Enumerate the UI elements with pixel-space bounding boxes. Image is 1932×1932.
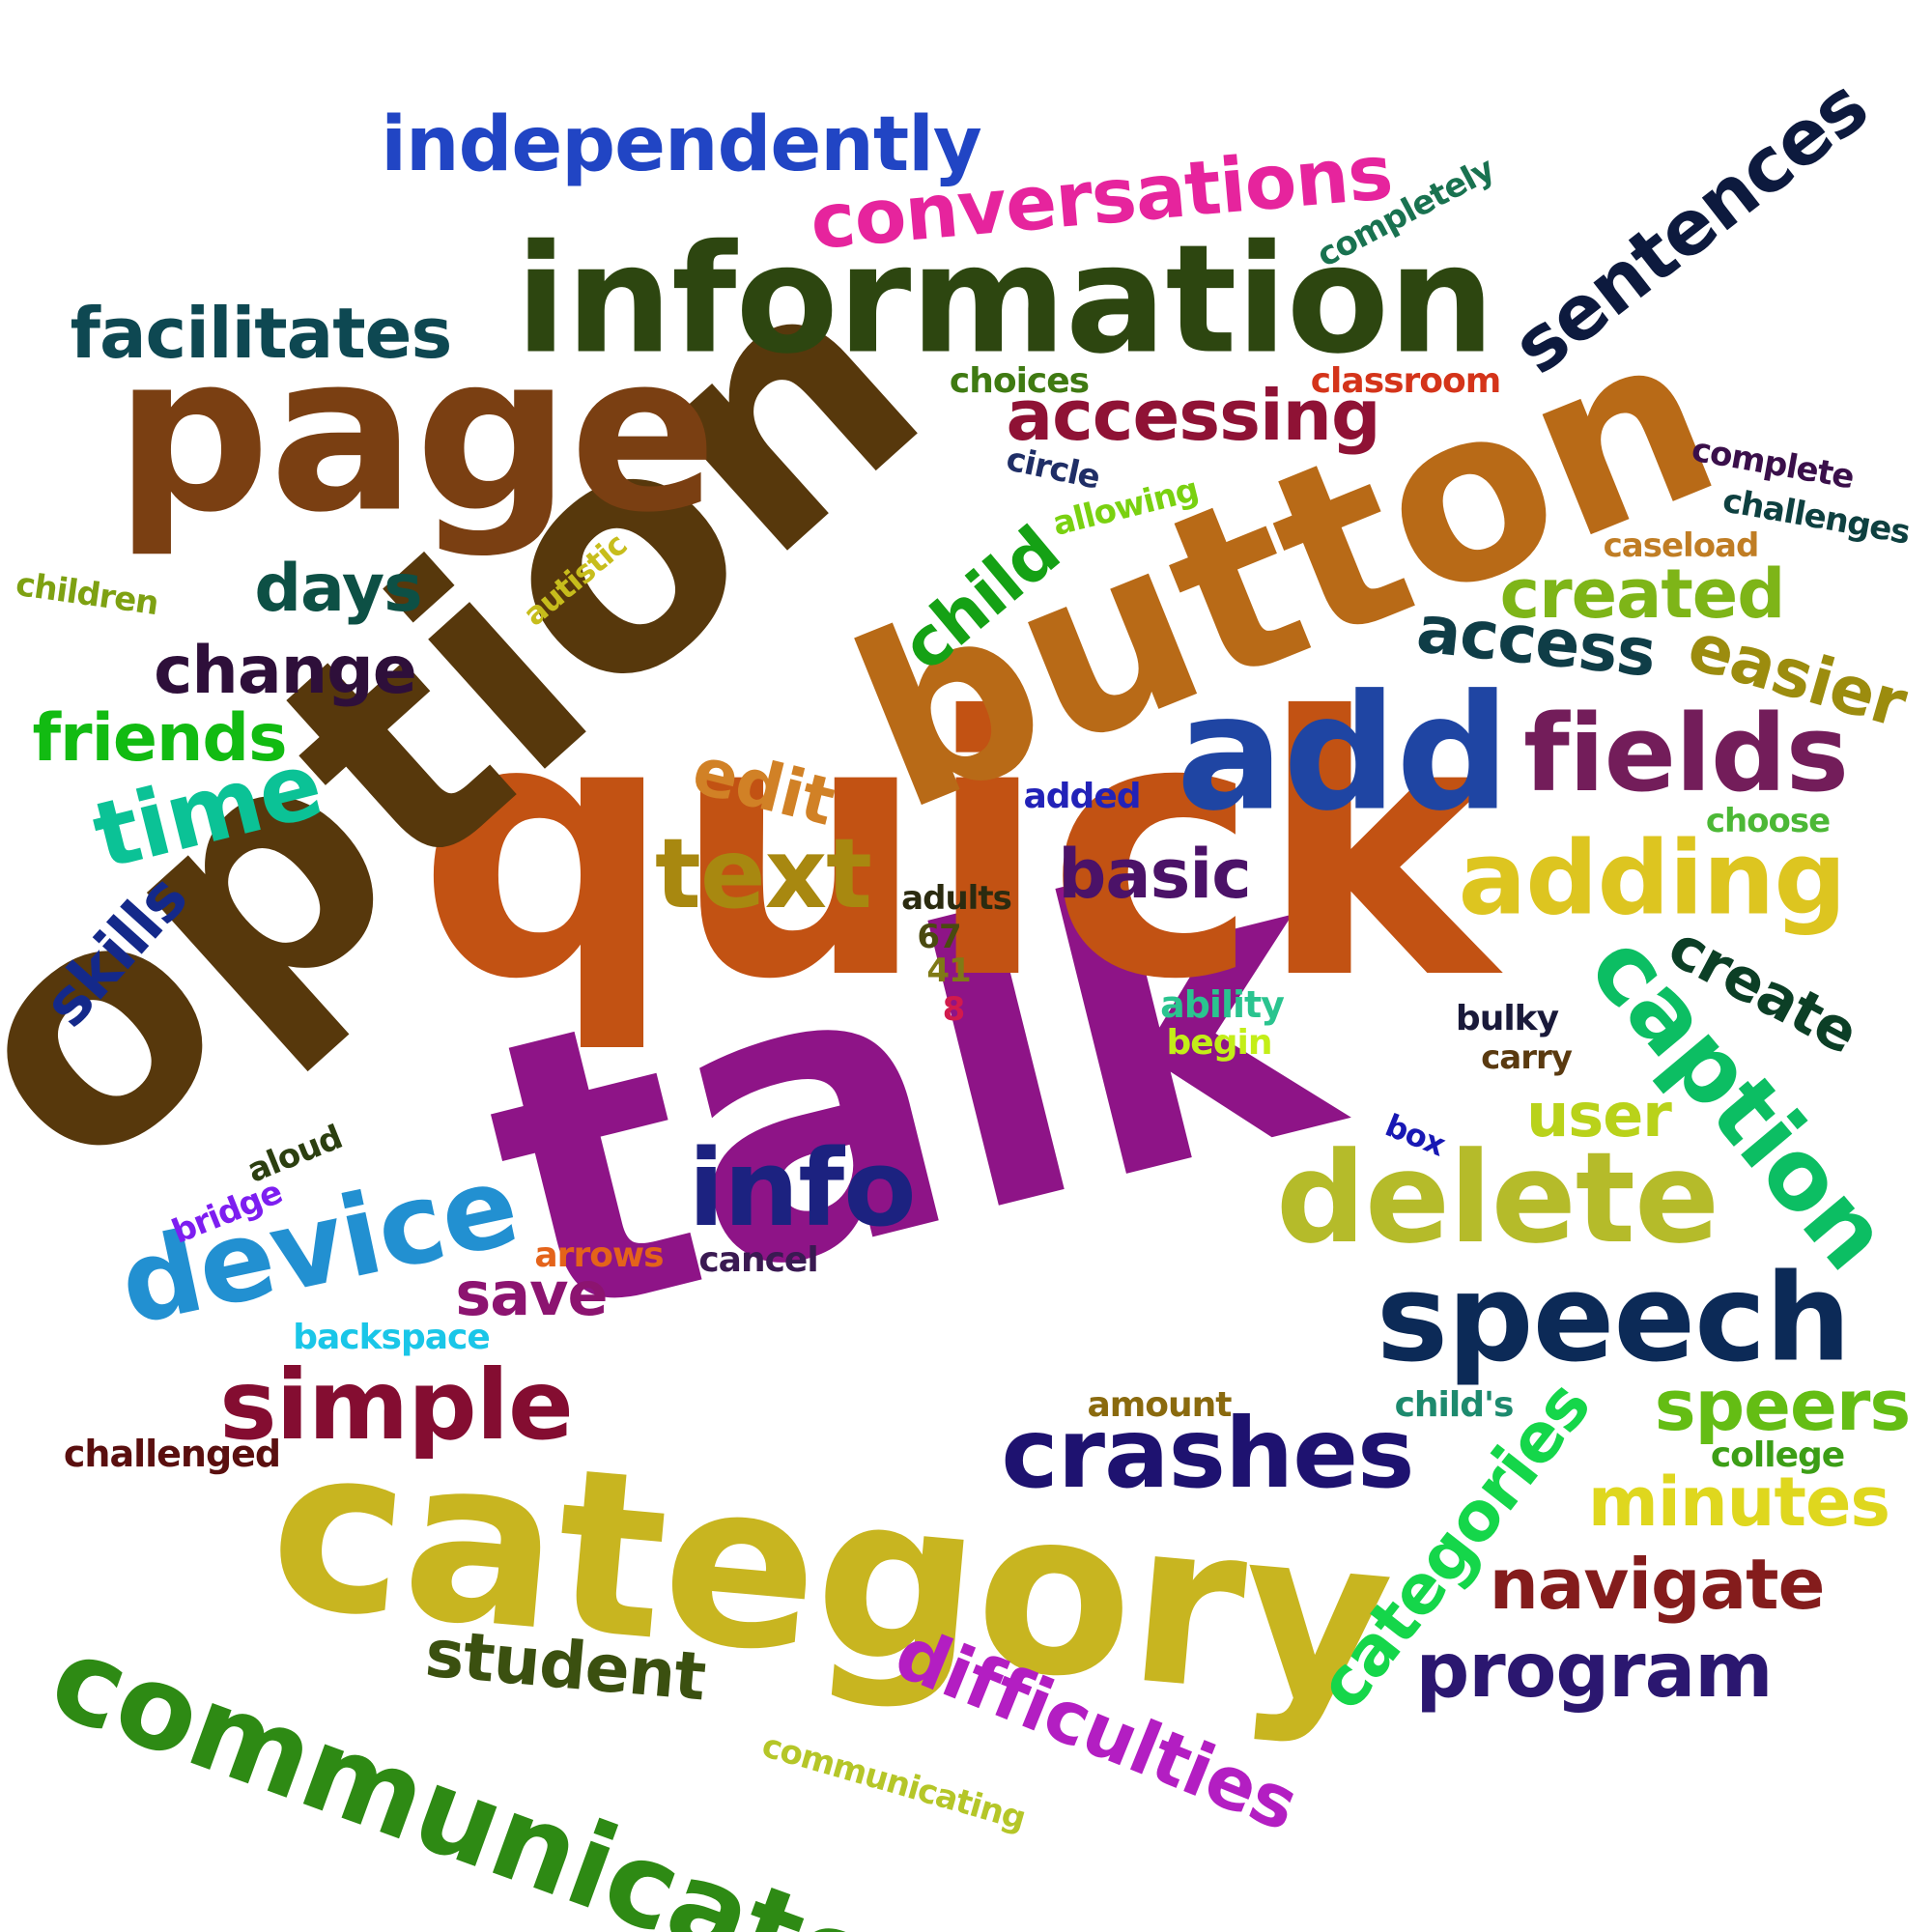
word-facilitates: facilitates [70, 293, 453, 374]
word-page: page [114, 307, 718, 561]
word-created: created [1499, 554, 1786, 634]
word-classroom: classroom [1310, 361, 1502, 401]
word-college: college [1710, 1435, 1845, 1475]
word-communicating: communicating [757, 1726, 1030, 1838]
word-delete: delete [1275, 1124, 1719, 1271]
word-save: save [455, 1259, 608, 1329]
word-ability: ability [1160, 983, 1285, 1026]
word-add: add [1176, 660, 1511, 846]
word-bulky: bulky [1455, 999, 1559, 1038]
word-quick: quick [417, 642, 1495, 1058]
word-minutes: minutes [1587, 1463, 1890, 1542]
word-adults: adults [901, 879, 1012, 918]
word-speech: speech [1376, 1248, 1852, 1389]
word-crashes: crashes [1001, 1397, 1414, 1510]
word-8: 8 [942, 990, 966, 1029]
word-begin: begin [1166, 1023, 1273, 1063]
word-text: text [655, 817, 872, 930]
word-independently: independently [381, 101, 981, 188]
word-child's: child's [1394, 1385, 1515, 1425]
word-program: program [1415, 1628, 1773, 1715]
word-navigate: navigate [1489, 1544, 1826, 1625]
word-arrows: arrows [534, 1236, 664, 1275]
word-info: info [688, 1126, 916, 1250]
word-basic: basic [1058, 835, 1251, 914]
word-change: change [154, 633, 417, 709]
word-speers: speers [1654, 1365, 1911, 1446]
word-choose: choose [1705, 802, 1831, 840]
word-accessing: accessing [1006, 375, 1381, 456]
word-added: added [1023, 777, 1141, 816]
word-days: days [254, 551, 422, 627]
word-user: user [1526, 1080, 1672, 1151]
word-choices: choices [949, 361, 1090, 401]
word-fields: fields [1522, 692, 1849, 815]
word-caseload: caseload [1603, 526, 1760, 565]
word-sentences: sentences [1497, 62, 1884, 392]
word-67: 67 [917, 918, 961, 956]
word-backspace: backspace [293, 1318, 491, 1357]
word-simple: simple [219, 1349, 574, 1462]
word-cancel: cancel [698, 1240, 818, 1280]
word-challenged: challenged [63, 1433, 281, 1475]
word-carry: carry [1481, 1038, 1573, 1077]
word-information: information [515, 212, 1495, 387]
word-adding: adding [1458, 819, 1846, 938]
word-friends: friends [32, 700, 287, 777]
word-children: children [13, 564, 161, 624]
word-amount: amount [1087, 1385, 1232, 1425]
word-41: 41 [926, 952, 971, 990]
